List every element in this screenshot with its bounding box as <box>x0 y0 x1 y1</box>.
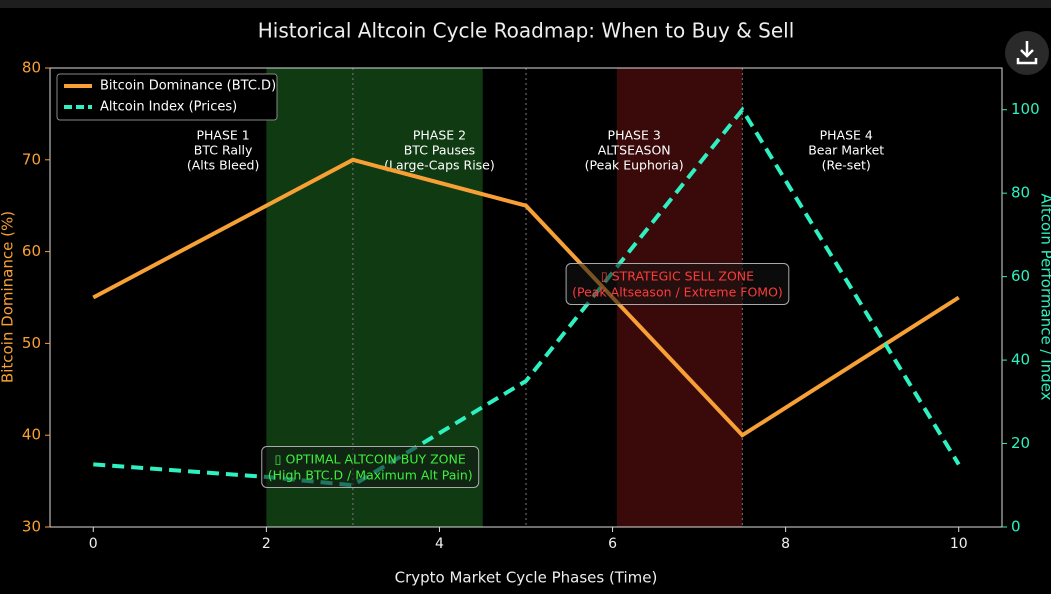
y-tick-label: 30 <box>22 518 41 536</box>
y-tick-label: 40 <box>22 426 41 444</box>
chart-title: Historical Altcoin Cycle Roadmap: When t… <box>258 19 795 43</box>
phase-label: PHASE 3 <box>608 128 661 143</box>
download-icon[interactable] <box>1016 41 1038 65</box>
legend-box <box>56 73 278 121</box>
phase-label: (Large-Caps Rise) <box>384 158 495 173</box>
phase-label: BTC Rally <box>194 143 253 158</box>
series-line <box>92 157 960 438</box>
y-tick-label: 80 <box>22 59 41 77</box>
x-tick-label: 10 <box>950 536 968 552</box>
y-tick-label: 50 <box>22 334 41 352</box>
x-tick-label: 2 <box>262 536 271 552</box>
phase-label: PHASE 1 <box>196 128 249 143</box>
y2-tick-label: 100 <box>1011 100 1040 118</box>
phase-label: Bear Market <box>808 143 884 158</box>
legend-label: Altcoin Index (Prices) <box>100 100 237 115</box>
annotation-box <box>565 263 790 305</box>
legend: Bitcoin Dominance (BTC.D) Altcoin Index (… <box>56 73 278 121</box>
x-tick-label: 4 <box>435 536 444 552</box>
top-bar <box>0 0 1051 8</box>
y2-tick-label: 40 <box>1011 351 1030 369</box>
annotation-text: ▯ OPTIMAL ALTCOIN BUY ZONE <box>275 452 466 467</box>
annotation: ▯ OPTIMAL ALTCOIN BUY ZONE(High BTC.D / … <box>261 446 480 488</box>
legend-label: Bitcoin Dominance (BTC.D) <box>100 79 276 94</box>
phase-label: BTC Pauses <box>404 143 475 158</box>
y2-tick-label: 60 <box>1011 267 1030 285</box>
y2-tick-label: 20 <box>1011 434 1030 452</box>
phase-label: (Alts Bleed) <box>187 158 260 173</box>
plot-frame <box>49 67 1003 528</box>
phase-label: (Re-set) <box>822 158 871 173</box>
y2-axis-label: Altcoin Performance / Index <box>1038 193 1051 400</box>
y2-tick-label: 0 <box>1011 518 1021 536</box>
annotation-box <box>261 446 480 488</box>
annotation-text: (Peak Altseason / Extreme FOMO) <box>572 285 783 300</box>
x-tick-label: 6 <box>608 536 617 552</box>
phase-label: (Peak Euphoria) <box>585 158 684 173</box>
x-tick-label: 0 <box>89 536 98 552</box>
phase-label: ALTSEASON <box>598 143 671 158</box>
y-axis-label: Bitcoin Dominance (%) <box>0 211 17 383</box>
annotation: ▯ STRATEGIC SELL ZONE(Peak Altseason / E… <box>565 263 790 305</box>
phase-label: PHASE 2 <box>413 128 466 143</box>
y2-tick-label: 80 <box>1011 184 1030 202</box>
annotation-text: (High BTC.D / Maximum Alt Pain) <box>268 468 473 483</box>
annotation-text: ▯ STRATEGIC SELL ZONE <box>601 269 754 284</box>
download-button[interactable] <box>1005 31 1049 75</box>
x-tick-label: 8 <box>781 536 790 552</box>
y-tick-label: 60 <box>22 242 41 260</box>
y-tick-label: 70 <box>22 150 41 168</box>
x-axis-label: Crypto Market Cycle Phases (Time) <box>395 569 658 587</box>
phase-label: PHASE 4 <box>820 128 873 143</box>
series-line <box>93 106 961 488</box>
